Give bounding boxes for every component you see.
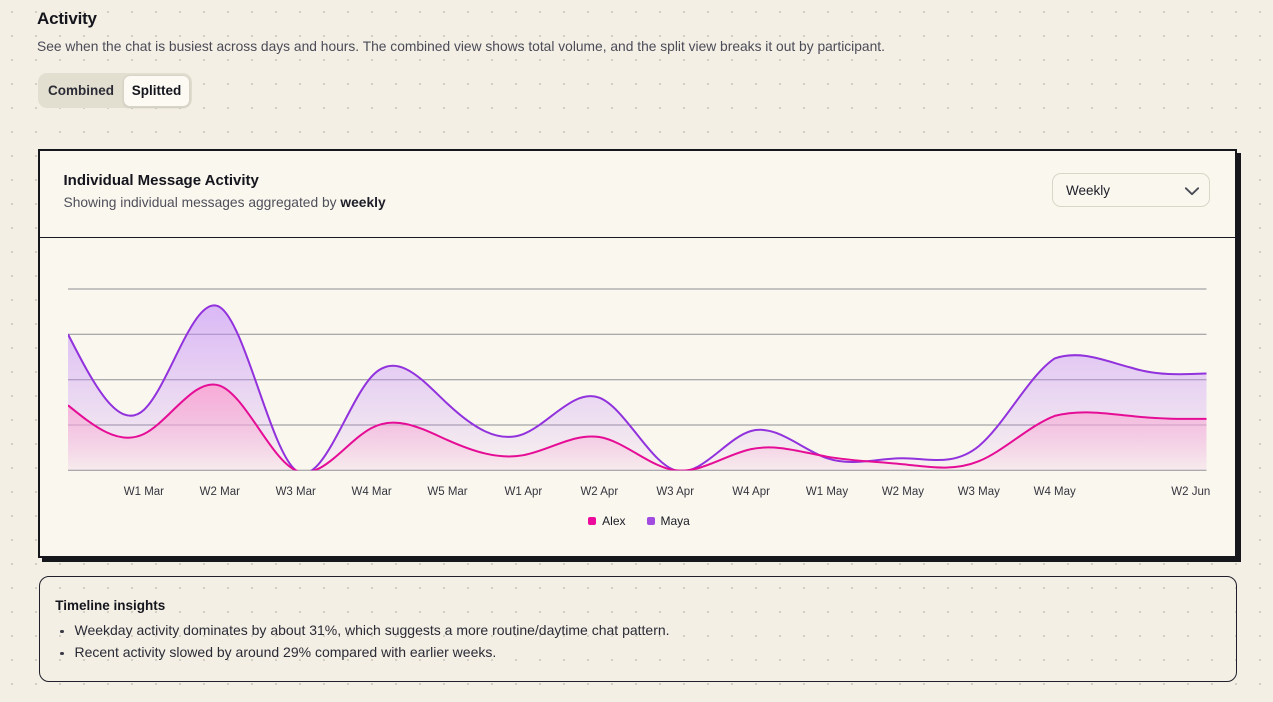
svg-text:W2 Mar: W2 Mar xyxy=(199,486,239,498)
svg-text:W1 May: W1 May xyxy=(805,486,847,498)
svg-text:W4 May: W4 May xyxy=(1033,486,1075,498)
svg-text:W3 May: W3 May xyxy=(957,486,999,498)
svg-text:W2 May: W2 May xyxy=(881,486,923,498)
svg-text:W3 Mar: W3 Mar xyxy=(275,486,315,498)
svg-text:W1 Mar: W1 Mar xyxy=(123,486,163,498)
svg-text:W1 Apr: W1 Apr xyxy=(504,486,542,498)
svg-text:W4 Apr: W4 Apr xyxy=(732,486,770,498)
svg-text:W5 Mar: W5 Mar xyxy=(427,486,467,498)
svg-text:W2 Apr: W2 Apr xyxy=(580,486,618,498)
svg-text:W3 Apr: W3 Apr xyxy=(656,486,694,498)
svg-text:W4 Mar: W4 Mar xyxy=(351,486,391,498)
svg-text:W2 Jun: W2 Jun xyxy=(1171,486,1210,498)
